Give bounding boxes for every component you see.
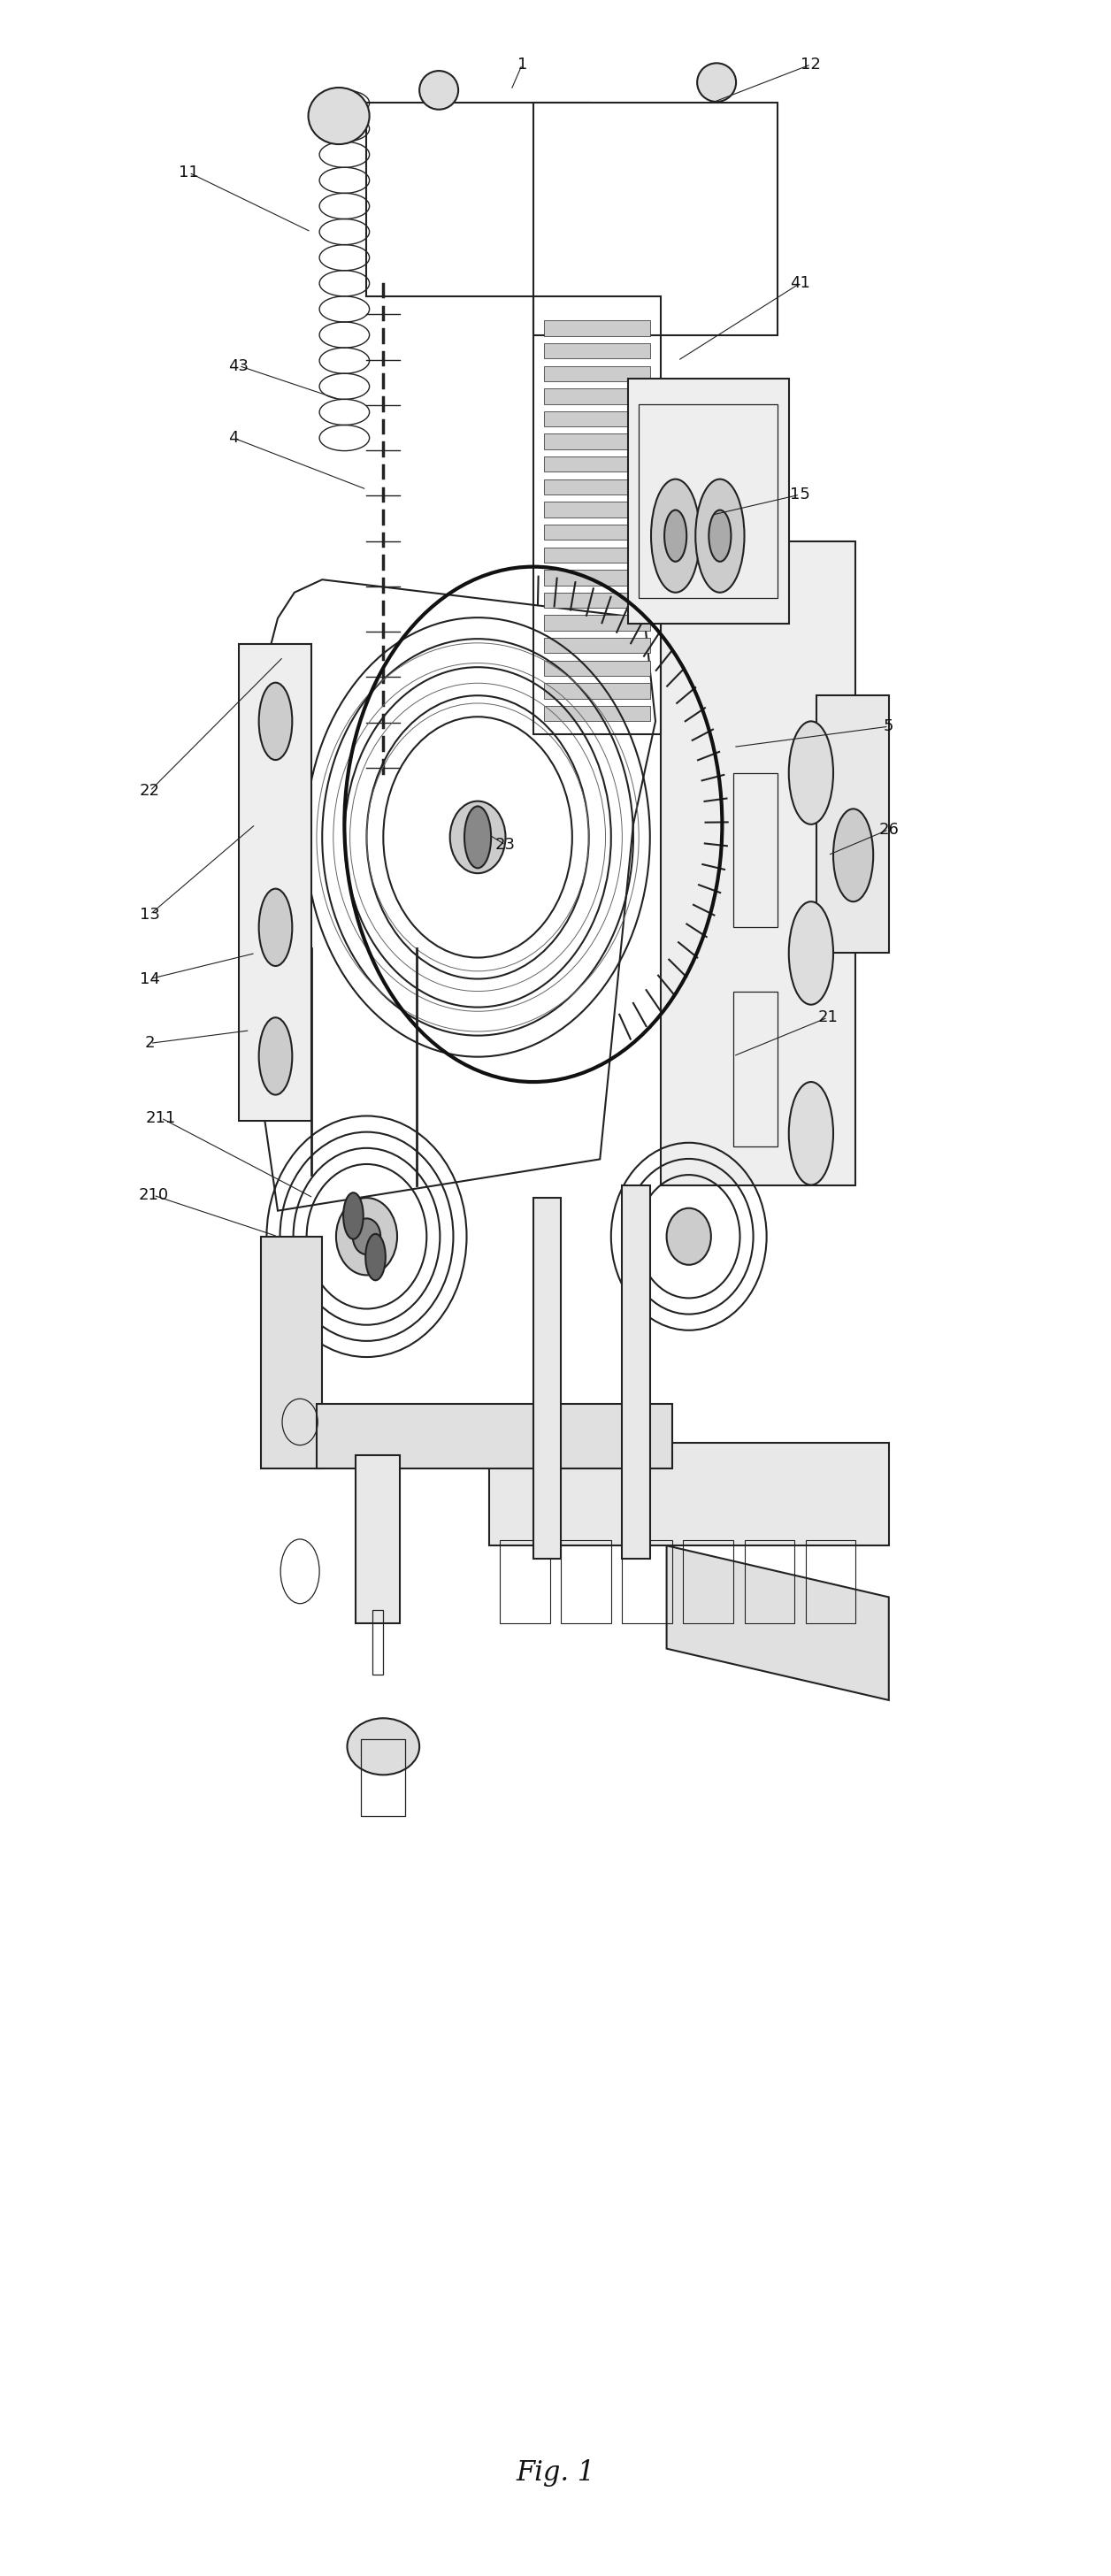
Ellipse shape	[336, 1198, 398, 1275]
Text: 14: 14	[140, 971, 160, 987]
Circle shape	[695, 479, 744, 592]
Bar	[261, 1236, 322, 1468]
Bar	[544, 659, 650, 675]
Bar	[317, 1404, 672, 1468]
Bar	[544, 616, 650, 631]
Bar	[561, 1540, 611, 1623]
Bar	[805, 1540, 855, 1623]
Text: 43: 43	[229, 358, 249, 374]
Text: 23: 23	[496, 837, 516, 853]
Bar	[544, 546, 650, 562]
Circle shape	[259, 683, 292, 760]
Ellipse shape	[308, 88, 369, 144]
Bar	[500, 1540, 550, 1623]
Ellipse shape	[667, 1208, 711, 1265]
Bar	[367, 103, 589, 296]
Text: 5: 5	[883, 719, 894, 734]
Text: 210: 210	[138, 1188, 169, 1203]
Bar	[544, 526, 650, 541]
Circle shape	[709, 510, 731, 562]
Bar	[544, 592, 650, 608]
Circle shape	[664, 510, 687, 562]
Bar	[683, 1540, 733, 1623]
Bar	[489, 1443, 889, 1546]
Bar	[622, 1540, 672, 1623]
Text: 41: 41	[790, 276, 810, 291]
Bar	[544, 456, 650, 471]
Bar	[544, 569, 650, 585]
Text: 11: 11	[179, 165, 199, 180]
Bar	[544, 706, 650, 721]
Ellipse shape	[419, 70, 458, 108]
Ellipse shape	[450, 801, 506, 873]
Text: 211: 211	[146, 1110, 177, 1126]
Bar	[661, 541, 855, 1185]
Ellipse shape	[347, 1718, 419, 1775]
Text: 2: 2	[144, 1036, 156, 1051]
Bar	[544, 433, 650, 448]
Bar	[239, 644, 311, 1121]
Circle shape	[366, 1234, 386, 1280]
Bar	[544, 502, 650, 518]
Circle shape	[259, 889, 292, 966]
Text: 22: 22	[140, 783, 160, 799]
Bar	[622, 1185, 650, 1558]
Bar	[639, 404, 778, 598]
Bar	[628, 379, 789, 623]
Bar	[817, 696, 889, 953]
Bar	[544, 319, 650, 335]
Bar	[744, 1540, 794, 1623]
Bar	[356, 1455, 400, 1623]
Bar	[544, 479, 650, 495]
Text: 21: 21	[818, 1010, 838, 1025]
Text: Fig. 1: Fig. 1	[516, 2460, 595, 2486]
Bar	[544, 343, 650, 358]
Text: 1: 1	[517, 57, 528, 72]
Circle shape	[789, 1082, 833, 1185]
Ellipse shape	[698, 62, 735, 103]
Circle shape	[651, 479, 700, 592]
Circle shape	[343, 1193, 363, 1239]
Bar	[733, 773, 778, 927]
Bar	[544, 639, 650, 654]
Bar	[361, 1739, 406, 1816]
Text: 13: 13	[140, 907, 160, 922]
Circle shape	[789, 902, 833, 1005]
Circle shape	[464, 806, 491, 868]
Bar	[544, 389, 650, 404]
Bar	[533, 103, 778, 335]
Bar	[733, 992, 778, 1146]
Ellipse shape	[353, 1218, 380, 1255]
Bar	[544, 366, 650, 381]
Polygon shape	[667, 1546, 889, 1700]
Text: 12: 12	[801, 57, 821, 72]
Circle shape	[789, 721, 833, 824]
Text: 26: 26	[879, 822, 899, 837]
Bar	[533, 296, 661, 734]
Circle shape	[259, 1018, 292, 1095]
Bar	[533, 1198, 561, 1558]
Bar	[544, 412, 650, 428]
Bar	[544, 683, 650, 698]
Circle shape	[833, 809, 873, 902]
Text: 4: 4	[228, 430, 239, 446]
Text: 15: 15	[790, 487, 810, 502]
Bar	[372, 1610, 383, 1674]
